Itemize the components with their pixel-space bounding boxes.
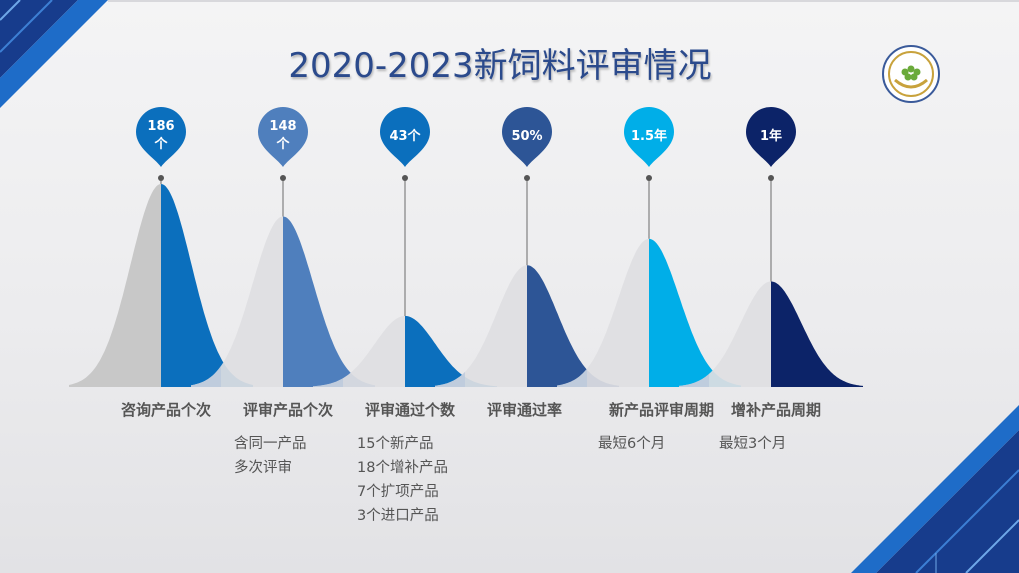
curve-left-half bbox=[435, 265, 527, 387]
category-label: 评审通过率 bbox=[486, 401, 563, 419]
category-label: 新产品评审周期 bbox=[608, 401, 715, 419]
pin-dot bbox=[768, 175, 774, 181]
curve-left-half bbox=[69, 184, 161, 387]
detail-line: 含同一产品 bbox=[234, 436, 307, 452]
curve-right-half bbox=[527, 265, 619, 387]
value-pin bbox=[258, 107, 308, 167]
value-label: 186 个 bbox=[147, 119, 175, 152]
value-label: 148 个 bbox=[269, 119, 297, 152]
detail-line: 15个新产品 bbox=[357, 436, 434, 452]
detail-line: 多次评审 bbox=[234, 460, 292, 476]
detail-line: 最短3个月 bbox=[719, 436, 787, 452]
pin-dot bbox=[402, 175, 408, 181]
detail-line: 18个增补产品 bbox=[357, 460, 448, 476]
curve-right-half bbox=[161, 184, 253, 387]
value-pin bbox=[624, 107, 674, 167]
value-label: 50% bbox=[511, 129, 543, 144]
pin-dot bbox=[524, 175, 530, 181]
detail-line: 7个扩项产品 bbox=[357, 484, 439, 500]
value-pin bbox=[746, 107, 796, 167]
value-pin bbox=[136, 107, 186, 167]
detail-line: 最短6个月 bbox=[598, 436, 666, 452]
curve-overlap bbox=[557, 368, 587, 387]
curve-right-half bbox=[649, 238, 741, 387]
category-details: 最短6个月 bbox=[598, 432, 665, 456]
curve-left-half bbox=[191, 216, 283, 387]
curve-overlap bbox=[679, 373, 709, 387]
curve-right-half bbox=[405, 315, 497, 387]
corner-decoration-bottom-right-accent bbox=[851, 405, 1019, 573]
value-label: 1.5年 bbox=[630, 129, 668, 144]
corner-decoration-top-left-accent bbox=[0, 0, 108, 108]
logo-icon bbox=[882, 45, 940, 103]
curve-right-half bbox=[771, 281, 863, 387]
value-pin bbox=[379, 106, 430, 167]
value-label: 1年 bbox=[759, 129, 783, 144]
curve-left-half bbox=[557, 238, 649, 387]
slide-title: 2020-2023新饲料评审情况 bbox=[288, 46, 712, 86]
curve-overlap bbox=[313, 378, 343, 387]
title-rule bbox=[108, 0, 1019, 2]
value-pins bbox=[136, 106, 796, 316]
pin-dot bbox=[158, 175, 164, 181]
curve-left-half bbox=[313, 315, 405, 387]
bell-curves bbox=[69, 184, 863, 387]
category-details: 最短3个月 bbox=[719, 432, 786, 456]
detail-line: 3个进口产品 bbox=[357, 508, 439, 524]
category-label: 咨询产品个次 bbox=[120, 401, 212, 419]
category-details: 15个新产品 18个增补产品 7个扩项产品 3个进口产品 bbox=[357, 432, 448, 528]
category-label: 评审通过个数 bbox=[364, 401, 456, 419]
pin-dot bbox=[280, 175, 286, 181]
curve-right-half bbox=[283, 216, 375, 387]
value-label: 43个 bbox=[389, 129, 421, 144]
curve-overlap bbox=[191, 365, 221, 387]
category-details: 含同一产品 多次评审 bbox=[234, 432, 307, 480]
pin-dot bbox=[646, 175, 652, 181]
category-label: 增补产品周期 bbox=[730, 401, 822, 419]
curve-overlap bbox=[435, 371, 465, 387]
value-pin bbox=[502, 107, 552, 167]
category-label: 评审产品个次 bbox=[242, 401, 334, 419]
curve-left-half bbox=[679, 281, 771, 387]
